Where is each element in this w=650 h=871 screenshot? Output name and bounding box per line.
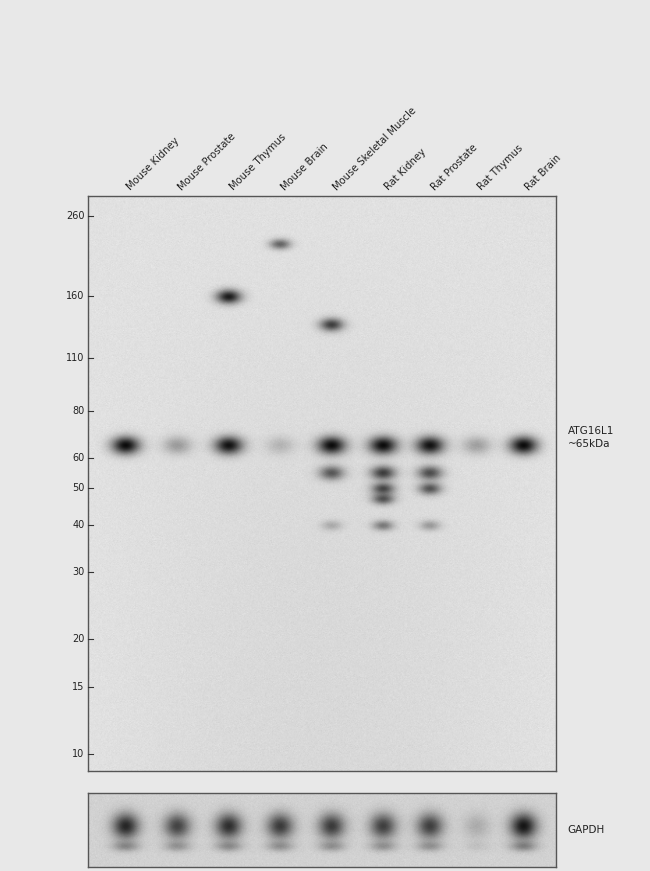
Text: Mouse Thymus: Mouse Thymus xyxy=(228,132,288,192)
Text: Rat Kidney: Rat Kidney xyxy=(383,147,428,192)
Text: Rat Prostate: Rat Prostate xyxy=(430,143,480,192)
Text: 10: 10 xyxy=(72,748,84,759)
Text: 50: 50 xyxy=(72,483,84,493)
Text: Rat Brain: Rat Brain xyxy=(523,152,563,192)
Text: 80: 80 xyxy=(72,406,84,415)
Text: Mouse Prostate: Mouse Prostate xyxy=(177,132,238,192)
Text: Rat Thymus: Rat Thymus xyxy=(476,144,525,192)
Text: Mouse Brain: Mouse Brain xyxy=(280,142,330,192)
Text: 30: 30 xyxy=(72,567,84,577)
Text: 60: 60 xyxy=(72,453,84,463)
Text: Mouse Kidney: Mouse Kidney xyxy=(125,136,181,192)
Text: Mouse Skeletal Muscle: Mouse Skeletal Muscle xyxy=(331,105,418,192)
Text: 110: 110 xyxy=(66,353,84,363)
Text: 15: 15 xyxy=(72,682,84,692)
Text: 40: 40 xyxy=(72,520,84,530)
Text: 260: 260 xyxy=(66,211,84,221)
Text: 160: 160 xyxy=(66,291,84,301)
Text: GAPDH: GAPDH xyxy=(567,825,605,834)
Text: ATG16L1
~65kDa: ATG16L1 ~65kDa xyxy=(567,426,614,449)
Text: 20: 20 xyxy=(72,634,84,645)
